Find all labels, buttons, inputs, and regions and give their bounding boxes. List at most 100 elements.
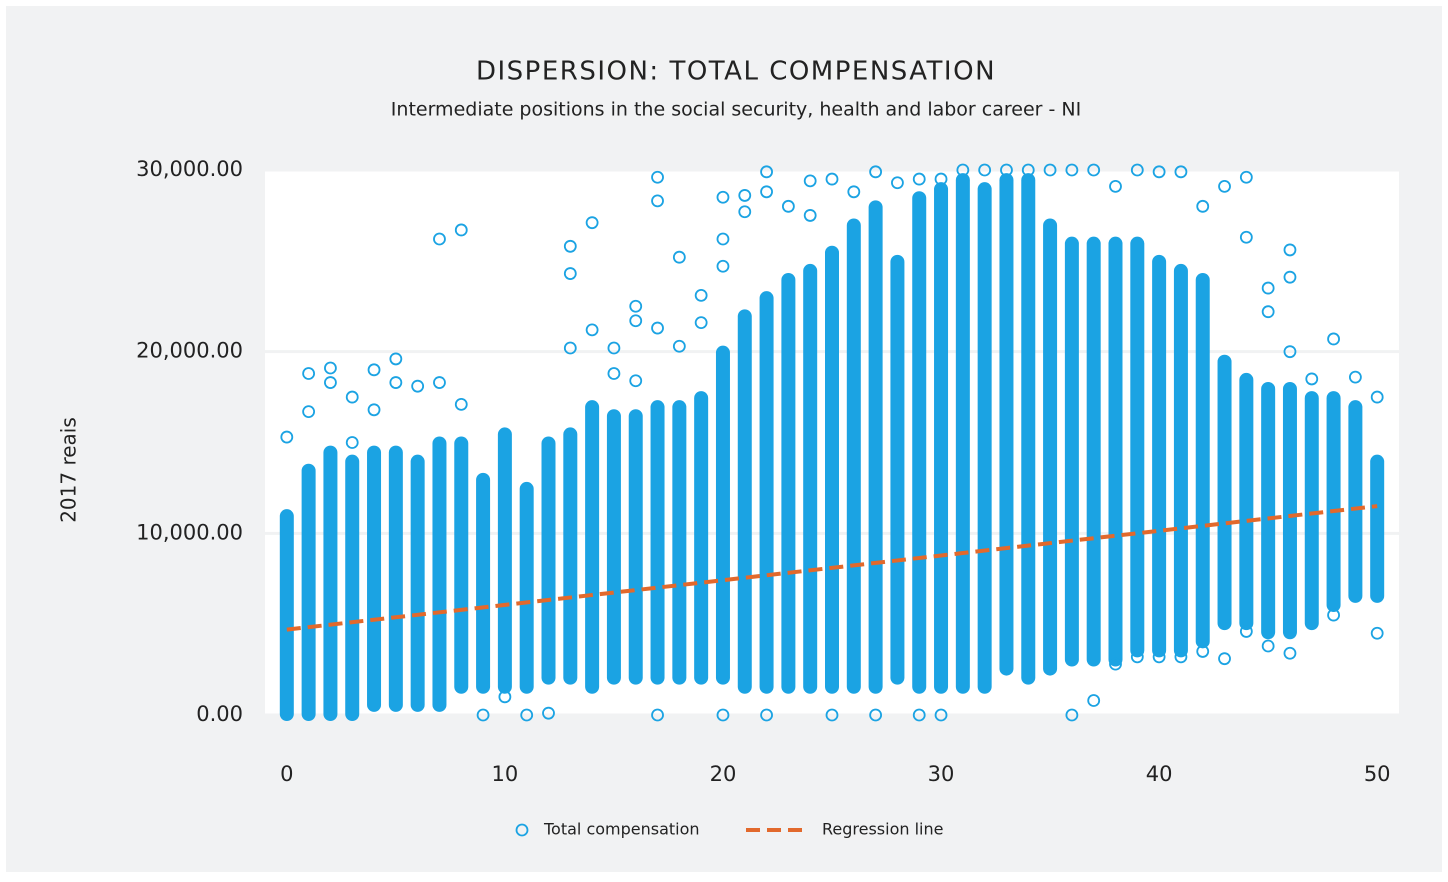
data-point bbox=[1174, 165, 1188, 179]
data-point bbox=[1109, 657, 1122, 671]
x-tick-label: 40 bbox=[1146, 762, 1173, 786]
data-point bbox=[629, 299, 643, 313]
data-point bbox=[607, 367, 621, 380]
point-column bbox=[454, 436, 469, 694]
x-tick-label: 20 bbox=[710, 762, 737, 786]
data-point bbox=[738, 189, 752, 202]
data-point bbox=[825, 708, 839, 722]
point-column bbox=[912, 191, 927, 694]
data-point bbox=[302, 367, 316, 380]
point-column bbox=[999, 173, 1014, 676]
data-point bbox=[651, 708, 664, 722]
data-point bbox=[1152, 165, 1166, 179]
data-point bbox=[1261, 305, 1275, 319]
legend-swatch bbox=[515, 823, 529, 837]
data-point bbox=[1283, 243, 1297, 257]
data-point bbox=[672, 250, 686, 264]
data-point bbox=[934, 172, 948, 186]
data-point bbox=[760, 165, 773, 179]
data-point bbox=[847, 185, 861, 199]
point-column bbox=[1064, 236, 1079, 667]
y-axis-label: 2017 reais bbox=[57, 417, 81, 523]
data-point bbox=[803, 209, 817, 222]
data-point bbox=[869, 165, 883, 179]
data-point bbox=[585, 323, 599, 337]
point-column bbox=[301, 463, 316, 721]
data-point bbox=[1065, 163, 1079, 177]
point-column bbox=[825, 245, 839, 694]
data-point bbox=[1152, 650, 1166, 664]
data-point bbox=[433, 232, 446, 246]
data-point bbox=[1196, 199, 1210, 213]
point-column bbox=[606, 409, 621, 685]
data-point bbox=[607, 341, 621, 355]
data-point bbox=[1327, 608, 1340, 622]
point-column bbox=[279, 509, 294, 721]
point-column bbox=[345, 454, 360, 721]
data-point bbox=[1327, 332, 1340, 346]
data-point bbox=[912, 708, 926, 722]
point-column bbox=[1326, 391, 1341, 612]
data-point bbox=[716, 232, 730, 246]
data-point bbox=[781, 199, 795, 213]
data-point bbox=[1239, 230, 1253, 244]
data-point bbox=[324, 361, 337, 375]
data-point bbox=[651, 170, 664, 184]
data-point bbox=[433, 376, 446, 389]
data-point bbox=[454, 397, 468, 411]
data-point bbox=[651, 321, 664, 335]
data-point bbox=[367, 363, 381, 377]
data-point bbox=[302, 405, 316, 419]
data-point bbox=[1370, 626, 1384, 640]
data-point bbox=[694, 316, 708, 330]
legend-label: Regression line bbox=[822, 820, 943, 839]
data-point bbox=[672, 339, 686, 353]
data-point bbox=[1021, 163, 1035, 177]
point-column bbox=[585, 400, 600, 694]
data-point bbox=[345, 390, 359, 404]
point-column bbox=[497, 427, 512, 694]
point-column bbox=[1086, 236, 1101, 667]
data-point bbox=[891, 176, 904, 190]
data-point bbox=[1174, 650, 1188, 664]
data-point bbox=[1087, 163, 1101, 177]
data-point bbox=[1109, 179, 1122, 193]
data-point bbox=[825, 172, 839, 186]
point-column bbox=[650, 400, 665, 685]
data-point bbox=[1218, 652, 1231, 666]
data-point bbox=[1283, 646, 1297, 660]
data-point bbox=[912, 172, 926, 186]
data-point bbox=[1087, 694, 1101, 707]
point-column bbox=[367, 445, 382, 712]
point-column bbox=[715, 345, 730, 685]
point-column bbox=[388, 445, 403, 712]
data-point bbox=[956, 163, 970, 177]
data-point bbox=[520, 708, 534, 722]
point-column bbox=[1108, 236, 1123, 667]
data-point bbox=[760, 185, 773, 199]
point-column bbox=[1282, 382, 1297, 640]
point-column bbox=[1173, 263, 1188, 658]
data-point bbox=[1043, 163, 1057, 177]
y-tick-label: 0.00 bbox=[196, 702, 243, 726]
x-tick-label: 50 bbox=[1364, 762, 1391, 786]
chart-title: DISPERSION: TOTAL COMPENSATION bbox=[476, 57, 996, 87]
chart-subtitle: Intermediate positions in the social sec… bbox=[391, 99, 1081, 121]
x-tick-label: 10 bbox=[492, 762, 519, 786]
data-point bbox=[1283, 345, 1297, 359]
point-column bbox=[803, 263, 818, 694]
data-point bbox=[1348, 370, 1362, 384]
point-column bbox=[476, 472, 491, 694]
point-column bbox=[694, 391, 709, 685]
point-column bbox=[934, 182, 949, 694]
y-tick-label: 10,000.00 bbox=[136, 520, 243, 544]
data-point bbox=[1218, 179, 1231, 193]
point-column bbox=[1043, 218, 1058, 676]
data-point bbox=[563, 341, 577, 355]
point-column bbox=[628, 409, 643, 685]
point-column bbox=[781, 273, 796, 694]
data-point bbox=[738, 205, 752, 219]
data-point bbox=[542, 706, 555, 720]
data-point bbox=[367, 403, 381, 417]
legend: Total compensation Regression line bbox=[515, 820, 943, 839]
